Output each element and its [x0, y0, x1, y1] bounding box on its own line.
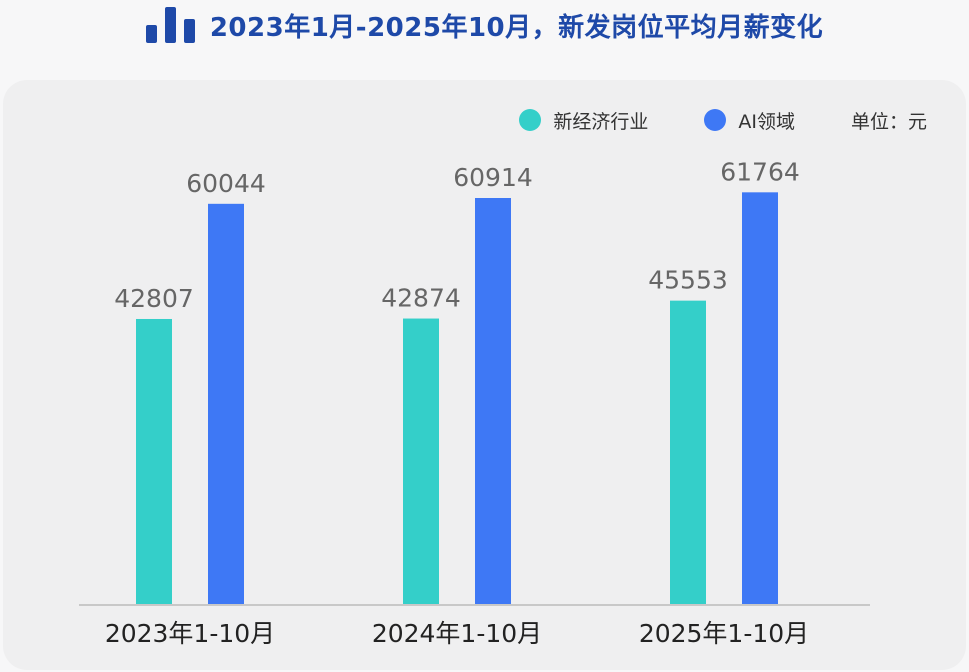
x-tick-label-0: 2023年1-10月: [105, 619, 275, 648]
value-label-ai-1: 60914: [453, 163, 533, 192]
value-label-new-economy-2: 45553: [648, 266, 728, 295]
bar-new-economy-1: [403, 318, 439, 605]
unit-text: 单位：元: [850, 110, 927, 133]
chart-title-row: 2023年1月-2025年10月，新发岗位平均月薪变化: [0, 0, 969, 50]
legend-swatch-ai: [704, 109, 727, 131]
bar-new-economy-2: [670, 300, 706, 605]
bar-ai-0: [208, 203, 244, 605]
legend-label-new-economy: 新经济行业: [553, 110, 649, 133]
value-label-new-economy-0: 42807: [114, 284, 194, 313]
bar-ai-2: [742, 192, 778, 605]
bar-chart-icon: [145, 7, 195, 43]
unit-label: 单位：元: [851, 107, 927, 134]
value-label-ai-2: 61764: [720, 157, 800, 186]
chart-title: 2023年1月-2025年10月，新发岗位平均月薪变化: [209, 12, 824, 43]
legend-swatch-new-economy: [519, 109, 542, 131]
legend-item-ai: AI领域: [704, 107, 795, 134]
chart-legend: 新经济行业 AI领域 单位：元: [519, 104, 927, 136]
bar-new-economy-0: [136, 318, 172, 605]
legend-item-new-economy: 新经济行业: [519, 107, 648, 134]
value-label-new-economy-1: 42874: [381, 284, 461, 313]
bar-ai-1: [475, 198, 511, 605]
legend-label-ai: AI领域: [738, 110, 795, 133]
x-tick-label-2: 2025年1-10月: [639, 619, 809, 648]
value-label-ai-0: 60044: [186, 169, 266, 198]
x-tick-label-1: 2024年1-10月: [372, 619, 542, 648]
